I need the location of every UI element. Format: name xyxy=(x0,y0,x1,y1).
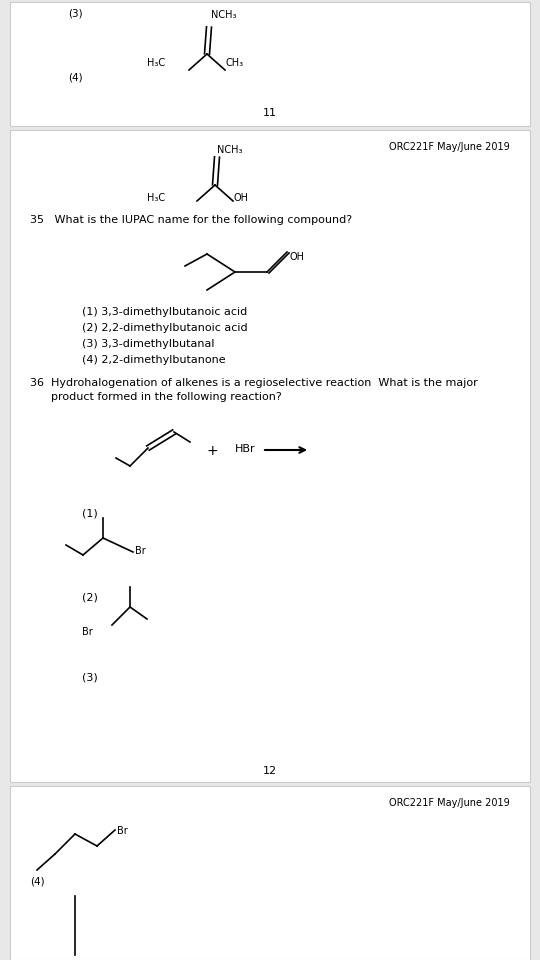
Text: HBr: HBr xyxy=(235,444,255,454)
Bar xyxy=(10,2,530,126)
Text: 12: 12 xyxy=(263,766,277,776)
Text: 11: 11 xyxy=(263,108,277,118)
Text: NCH₃: NCH₃ xyxy=(211,10,237,20)
Text: ORC221F May/June 2019: ORC221F May/June 2019 xyxy=(389,142,510,152)
Text: OH: OH xyxy=(289,252,304,262)
Text: NCH₃: NCH₃ xyxy=(217,145,242,155)
Text: H₃C: H₃C xyxy=(147,58,165,68)
Text: (3) 3,3-dimethylbutanal: (3) 3,3-dimethylbutanal xyxy=(82,339,214,349)
Text: (3): (3) xyxy=(82,673,98,683)
Bar xyxy=(10,130,530,782)
Text: OH: OH xyxy=(233,193,248,203)
Text: ORC221F May/June 2019: ORC221F May/June 2019 xyxy=(389,798,510,808)
Text: (4): (4) xyxy=(68,72,83,82)
Text: (1) 3,3-dimethylbutanoic acid: (1) 3,3-dimethylbutanoic acid xyxy=(82,307,247,317)
Text: product formed in the following reaction?: product formed in the following reaction… xyxy=(30,392,282,402)
Text: (2) 2,2-dimethylbutanoic acid: (2) 2,2-dimethylbutanoic acid xyxy=(82,323,248,333)
Text: (1): (1) xyxy=(82,508,98,518)
Text: Br: Br xyxy=(135,546,146,556)
Text: 36  Hydrohalogenation of alkenes is a regioselective reaction  What is the major: 36 Hydrohalogenation of alkenes is a reg… xyxy=(30,378,478,388)
Text: (3): (3) xyxy=(68,8,83,18)
Text: (2): (2) xyxy=(82,592,98,602)
Text: 35   What is the IUPAC name for the following compound?: 35 What is the IUPAC name for the follow… xyxy=(30,215,352,225)
Text: +: + xyxy=(207,444,219,458)
Text: Br: Br xyxy=(82,627,93,637)
Text: CH₃: CH₃ xyxy=(225,58,243,68)
Text: (4): (4) xyxy=(30,876,45,886)
Text: H₃C: H₃C xyxy=(147,193,165,203)
Text: (4) 2,2-dimethylbutanone: (4) 2,2-dimethylbutanone xyxy=(82,355,226,365)
Bar xyxy=(10,786,530,960)
Text: Br: Br xyxy=(117,826,128,836)
